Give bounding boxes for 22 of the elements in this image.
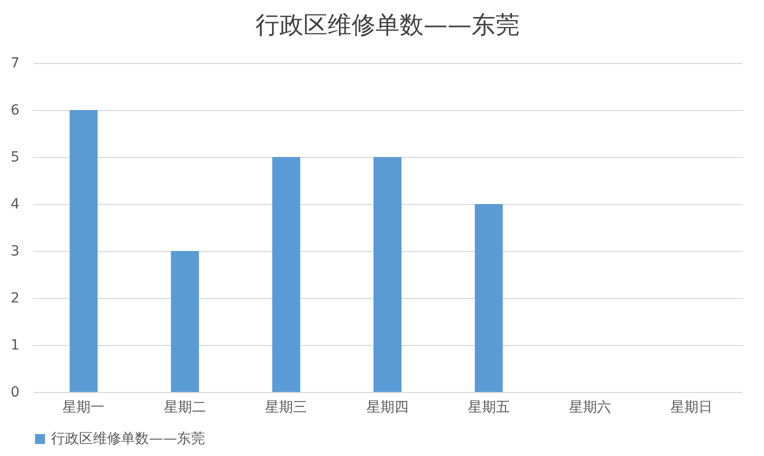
y-tick-label: 2 [10, 290, 20, 306]
x-tick-label: 星期二 [164, 400, 206, 416]
bar [474, 204, 503, 392]
chart-title: 行政区维修单数——东莞 [256, 11, 520, 39]
y-tick-label: 6 [10, 102, 20, 118]
y-tick-label: 3 [10, 244, 20, 260]
x-tick-label: 星期四 [366, 400, 408, 416]
x-tick-label: 星期三 [265, 400, 308, 416]
y-tick-label: 0 [10, 384, 20, 400]
y-tick-label: 4 [10, 196, 20, 212]
x-tick-label: 星期五 [468, 400, 510, 416]
legend-label: 行政区维修单数——东莞 [51, 431, 205, 447]
bar [70, 110, 98, 392]
y-tick-label: 5 [10, 150, 20, 166]
y-tick-label: 7 [10, 56, 20, 72]
bar [272, 157, 300, 392]
bar [374, 157, 402, 392]
x-tick-label: 星期一 [62, 400, 105, 416]
y-tick-label: 1 [10, 338, 20, 354]
x-tick-label: 星期六 [569, 400, 612, 416]
x-tick-label: 星期日 [670, 400, 712, 416]
bar [170, 251, 199, 392]
